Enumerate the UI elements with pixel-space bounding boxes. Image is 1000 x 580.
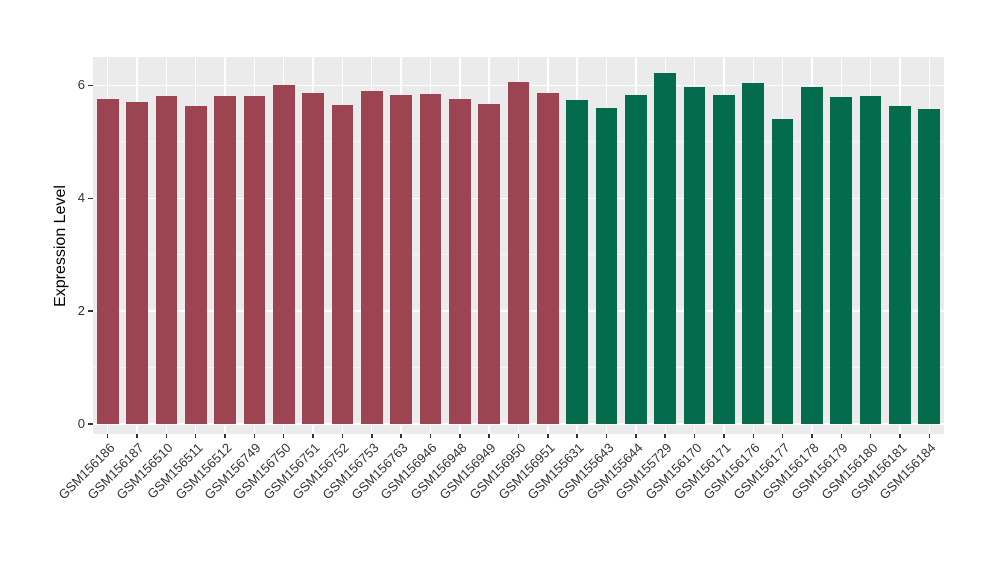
bar-GSM156951 [536, 93, 559, 424]
bar-GSM156187 [126, 102, 148, 424]
x-tick-mark [664, 434, 666, 438]
bar-GSM155729 [654, 73, 677, 424]
bar-GSM155644 [625, 95, 647, 424]
x-tick-mark [899, 434, 901, 438]
bar-GSM156180 [859, 96, 882, 424]
bar-GSM156170 [683, 87, 706, 424]
bar-GSM156177 [771, 119, 794, 424]
x-tick-mark [136, 434, 138, 438]
x-tick-mark [312, 434, 314, 438]
bar-GSM156750 [272, 85, 295, 424]
x-tick-mark [488, 434, 490, 438]
y-tick-mark [88, 423, 93, 425]
bar-GSM156751 [302, 92, 324, 424]
bar-GSM156511 [184, 105, 207, 424]
y-tick-label: 6 [77, 77, 85, 93]
x-tick-mark [459, 434, 461, 438]
x-tick-mark [723, 434, 725, 438]
x-tick-mark [517, 434, 520, 438]
bar-GSM156753 [360, 91, 383, 424]
bar-GSM156512 [214, 95, 236, 424]
x-tick-mark [371, 434, 373, 438]
x-tick-mark [635, 434, 637, 438]
x-tick-mark [693, 434, 696, 438]
x-tick-mark [605, 434, 608, 438]
x-tick-mark [282, 434, 285, 438]
bar-GSM156184 [918, 109, 941, 424]
bar-GSM156949 [478, 104, 500, 424]
x-tick-mark [341, 434, 344, 438]
bar-GSM156946 [419, 93, 442, 424]
x-tick-mark [869, 434, 872, 438]
x-tick-mark [429, 434, 432, 438]
y-tick-label: 0 [77, 416, 85, 431]
x-tick-mark [576, 434, 578, 438]
y-tick-label: 2 [77, 303, 85, 319]
major-gridline [93, 423, 944, 425]
bar-GSM155643 [595, 108, 618, 424]
x-tick-mark [752, 434, 754, 438]
bar-GSM156763 [390, 95, 412, 424]
bar-GSM156176 [742, 82, 765, 424]
x-tick-mark [165, 434, 168, 438]
x-tick-mark [781, 434, 784, 438]
x-tick-mark [194, 434, 197, 438]
bar-GSM156950 [507, 82, 530, 424]
y-tick-label: 4 [77, 190, 85, 206]
y-tick-mark [88, 197, 93, 200]
bar-GSM155631 [566, 100, 589, 424]
plot-panel [93, 57, 944, 434]
bar-GSM156186 [96, 99, 119, 424]
y-axis-title: Expression Level [38, 57, 84, 434]
bar-GSM156179 [830, 97, 853, 424]
x-tick-mark [840, 434, 843, 438]
bar-GSM156510 [155, 95, 178, 424]
bar-GSM156749 [243, 95, 266, 424]
x-tick-mark [106, 434, 109, 438]
x-tick-mark [253, 434, 256, 438]
bar-GSM156181 [889, 105, 911, 424]
x-tick-mark [400, 434, 402, 438]
bar-GSM156948 [448, 99, 471, 424]
y-tick-mark [88, 310, 93, 312]
bar-GSM156171 [713, 95, 735, 424]
x-tick-mark [811, 434, 813, 438]
x-tick-mark [547, 434, 549, 438]
x-tick-mark [224, 434, 226, 438]
y-tick-mark [88, 84, 93, 87]
x-tick-mark [928, 434, 931, 438]
bar-GSM156178 [801, 87, 823, 424]
bar-GSM156752 [331, 104, 354, 424]
